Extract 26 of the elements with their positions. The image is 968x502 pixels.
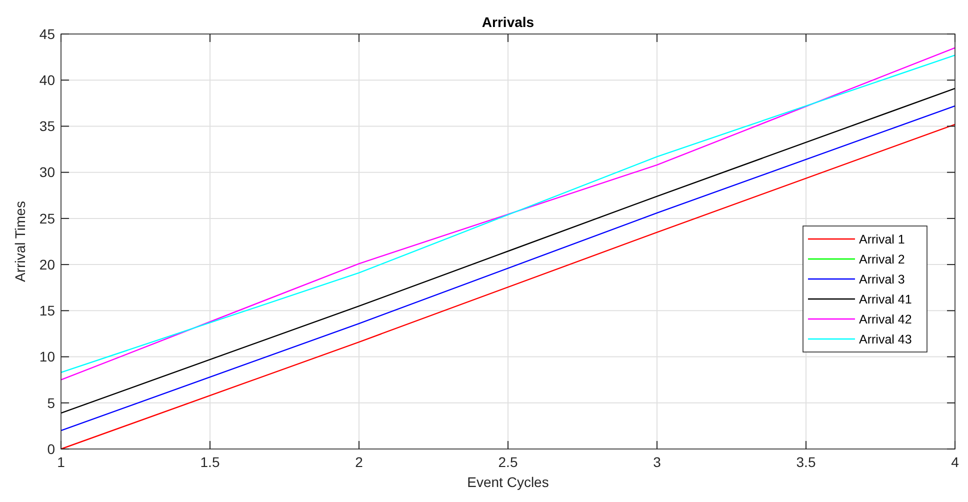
y-tick-label: 5 [47,394,56,411]
x-tick-label: 3 [653,454,662,470]
legend-label: Arrival 1 [859,232,905,246]
y-tick-label: 0 [47,440,56,457]
y-tick-label: 25 [39,210,56,226]
x-tick-label: 4 [951,454,960,470]
legend-label: Arrival 43 [859,332,912,346]
x-tick-label: 1.5 [200,454,220,470]
legend-label: Arrival 3 [859,272,905,286]
x-axis-title: Event Cycles [467,474,549,490]
x-tick-label: 1 [57,454,66,470]
legend-label: Arrival 2 [859,252,905,266]
y-tick-label: 15 [39,302,56,319]
chart-title: Arrivals [482,14,534,30]
y-tick-label: 10 [39,348,56,365]
y-tick-label: 45 [39,26,56,42]
y-tick-label: 20 [39,256,56,272]
y-tick-label: 35 [39,118,56,134]
y-tick-label: 40 [39,72,56,88]
legend-label: Arrival 42 [859,312,912,326]
x-tick-label: 2 [355,454,364,470]
y-tick-label: 30 [39,164,56,180]
y-axis-title: Arrival Times [12,201,28,282]
x-tick-label: 3.5 [796,454,816,470]
legend-label: Arrival 41 [859,292,912,306]
x-tick-label: 2.5 [498,454,518,470]
